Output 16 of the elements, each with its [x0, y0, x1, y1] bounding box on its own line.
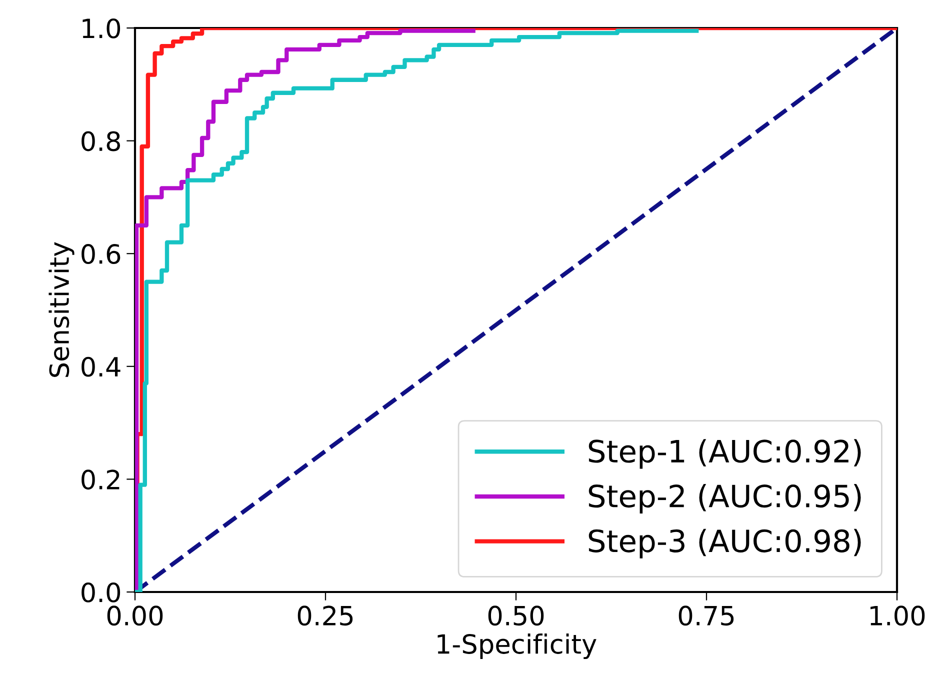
y-tick-label: 0.0 — [82, 582, 120, 602]
x-tick-label: 0.50 — [488, 606, 544, 626]
x-tick-label: 1.00 — [870, 606, 925, 626]
y-tick-label: 0.2 — [82, 470, 120, 490]
x-tick-label: 0.75 — [678, 606, 734, 626]
x-axis-title: 1-Specificity — [438, 634, 596, 660]
legend-label: Step-1 (AUC:0.92) — [588, 439, 861, 469]
y-tick-label: 0.6 — [82, 244, 120, 264]
legend-label: Step-3 (AUC:0.98) — [588, 528, 861, 558]
y-axis-title: Sensitivity — [48, 242, 74, 377]
y-tick-label: 0.8 — [82, 131, 120, 152]
x-tick-label: 0.00 — [107, 606, 163, 626]
legend-label: Step-2 (AUC:0.95) — [588, 484, 861, 514]
y-tick-label: 0.4 — [82, 356, 120, 377]
x-tick-label: 0.25 — [298, 606, 353, 626]
y-tick-label: 1.0 — [82, 18, 120, 38]
